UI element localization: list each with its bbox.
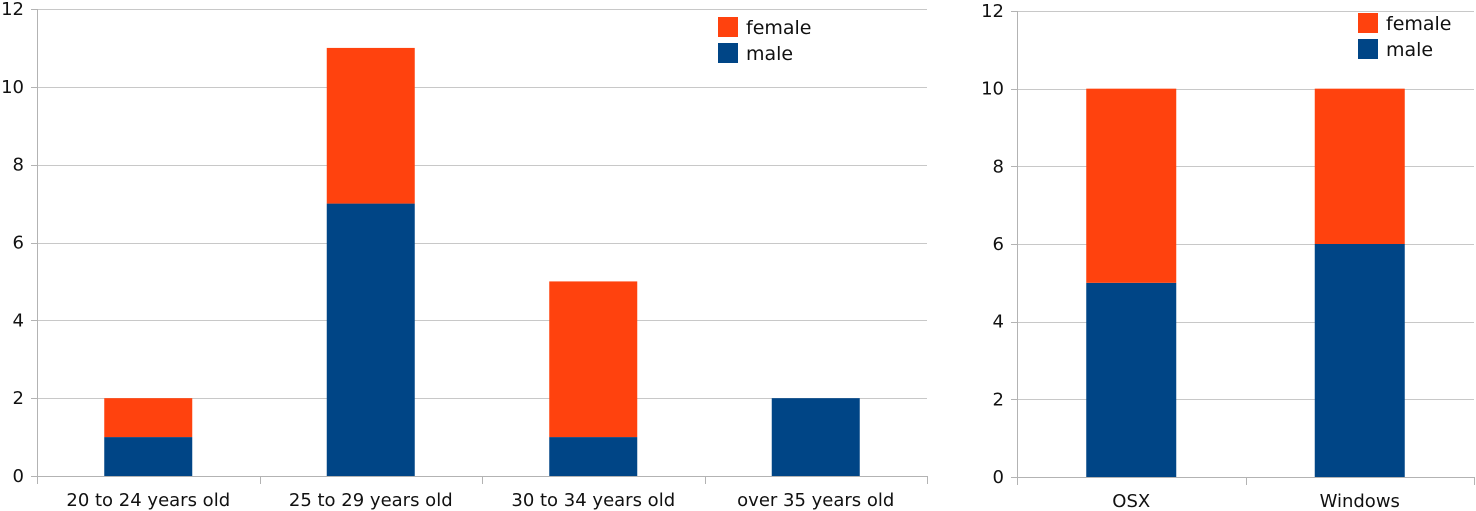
age-gender-chart: 0 2 4 6 8 10 12 20 to 24 years old 25 to 29 year… xyxy=(1,0,928,511)
bar-female-30-to-34-years-old xyxy=(549,281,638,438)
y-tick-label-0: 0 xyxy=(993,467,1004,488)
y-tick-label-10: 10 xyxy=(981,79,1004,100)
y-tick-label-10: 10 xyxy=(1,77,24,98)
bar-male-over-35-years-old xyxy=(771,398,860,476)
y-tick-label-6: 6 xyxy=(993,234,1004,255)
x-tick-label-over-35-years-old: over 35 years old xyxy=(737,490,894,511)
y-tick-label-4: 4 xyxy=(13,310,24,331)
legend-label-male: male xyxy=(746,43,793,65)
bar-male-30-to-34-years-old xyxy=(549,437,638,476)
bar-female-windows xyxy=(1314,88,1405,245)
y-tick-label-2: 2 xyxy=(13,388,24,409)
y-tick-label-12: 12 xyxy=(1,0,24,20)
bar-female-25-to-29-years-old xyxy=(326,47,415,204)
legend-swatch-female xyxy=(1358,13,1378,33)
x-tick-label-25-to-29-years-old: 25 to 29 years old xyxy=(289,490,453,511)
bar-female-osx xyxy=(1086,88,1177,283)
x-tick-label-30-to-34-years-old: 30 to 34 years old xyxy=(511,490,675,511)
bar-male-windows xyxy=(1314,244,1405,477)
legend-swatch-male xyxy=(718,43,738,63)
x-tick-label-20-to-24-years-old: 20 to 24 years old xyxy=(66,490,230,511)
legend-swatch-female xyxy=(718,17,738,37)
legend-label-female: female xyxy=(746,17,812,39)
legend-label-male: male xyxy=(1386,39,1433,61)
y-tick-label-8: 8 xyxy=(13,155,24,176)
y-tick-label-0: 0 xyxy=(13,466,24,487)
x-tick-label-windows: Windows xyxy=(1320,491,1400,511)
x-tick-label-osx: OSX xyxy=(1112,491,1150,511)
y-tick-label-2: 2 xyxy=(993,389,1004,410)
legend-swatch-male xyxy=(1358,39,1378,59)
y-tick-label-4: 4 xyxy=(993,312,1004,333)
bar-male-25-to-29-years-old xyxy=(326,203,415,477)
os-gender-chart: 0 2 4 6 8 10 12 OSX Windows female male xyxy=(981,1,1475,511)
bar-male-osx xyxy=(1086,282,1177,477)
y-tick-label-12: 12 xyxy=(981,1,1004,22)
y-tick-label-8: 8 xyxy=(993,156,1004,177)
legend-label-female: female xyxy=(1386,13,1452,35)
bar-female-20-to-24-years-old xyxy=(104,398,193,438)
y-tick-label-6: 6 xyxy=(13,233,24,254)
bar-male-20-to-24-years-old xyxy=(104,437,193,476)
